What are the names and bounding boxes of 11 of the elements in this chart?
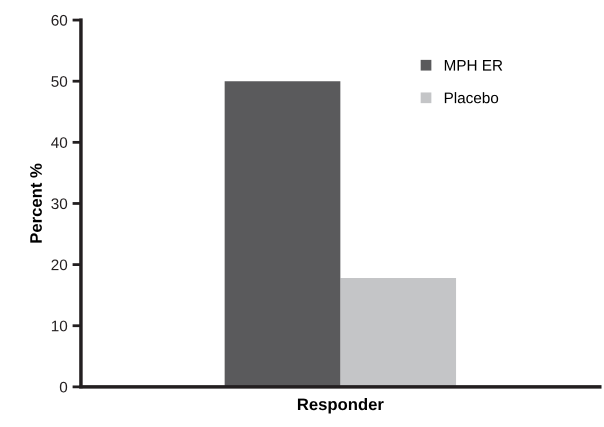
y-axis-title: Percent % [30, 164, 42, 243]
y-tick-label: 0 [60, 382, 68, 393]
y-tick-label: 50 [51, 76, 68, 87]
y-tick-label: 20 [52, 259, 68, 270]
y-tick-label: 30 [51, 198, 68, 210]
x-tick-label: Responder [298, 398, 384, 414]
y-tick-label: 60 [52, 14, 68, 26]
legend-label: MPH ER [444, 60, 502, 71]
y-tick-label: 10 [52, 320, 68, 332]
legend-label: Placebo [444, 92, 498, 104]
y-tick-label: 40 [51, 137, 68, 148]
